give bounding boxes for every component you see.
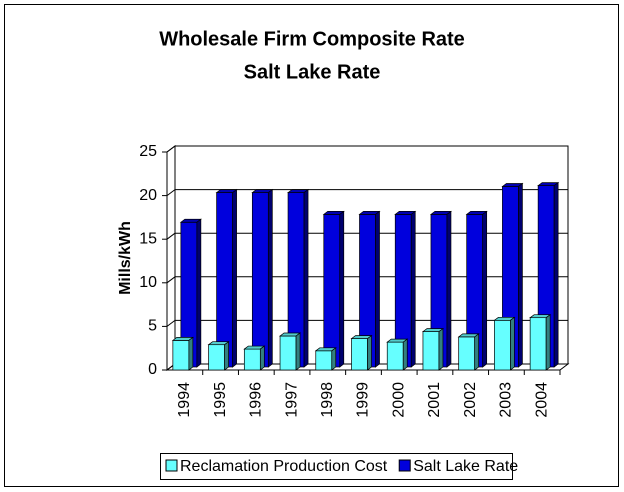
- x-tick-label: 1996: [248, 382, 265, 418]
- bar-side: [188, 336, 194, 371]
- bar-side: [224, 341, 229, 371]
- y-axis-label: Mills/kWh: [117, 221, 134, 295]
- x-tick-label: 1997: [283, 382, 300, 418]
- bar: [315, 350, 333, 371]
- bar-side: [303, 188, 309, 368]
- x-tick-label: 1994: [176, 382, 193, 418]
- y-tick-label: 20: [139, 187, 157, 204]
- legend-swatch: [165, 459, 178, 472]
- bar: [172, 340, 190, 371]
- bar: [494, 319, 511, 371]
- y-tick-label: 10: [139, 274, 157, 291]
- bar: [422, 331, 440, 371]
- bar-side: [331, 347, 337, 371]
- bar-side: [267, 188, 273, 368]
- chart-subtitle: Salt Lake Rate: [244, 61, 381, 83]
- bar: [243, 348, 261, 371]
- grid-line: [166, 189, 176, 197]
- bar-side: [446, 210, 452, 368]
- grid-line: [166, 232, 176, 240]
- legend-box: [160, 453, 513, 480]
- y-tick-label: 0: [148, 361, 157, 378]
- bar-side: [482, 210, 488, 368]
- legend-label: Reclamation Production Cost: [180, 458, 388, 475]
- bar-side: [232, 188, 237, 368]
- x-tick-label: 1995: [212, 382, 229, 418]
- bar-side: [518, 182, 523, 368]
- bar-side: [196, 218, 202, 368]
- bar: [216, 192, 233, 368]
- x-tick-label: 2002: [462, 382, 479, 418]
- grid-line: [166, 276, 176, 284]
- bar-side: [510, 316, 515, 371]
- x-tick-label: 2001: [426, 382, 443, 418]
- bar: [251, 192, 269, 368]
- bar: [351, 338, 368, 371]
- x-tick-label: 2003: [498, 382, 515, 418]
- legend-label: Salt Lake Rate: [413, 458, 518, 475]
- bar-side: [553, 181, 559, 368]
- grid-line: [166, 145, 176, 153]
- bar: [386, 341, 404, 371]
- bar-side: [375, 210, 380, 368]
- x-tick-label: 1999: [355, 382, 372, 418]
- bar-side: [545, 313, 551, 371]
- bar-side: [259, 345, 265, 371]
- bar-side: [438, 327, 444, 371]
- grid-line: [166, 319, 176, 327]
- y-tick-label: 5: [148, 318, 157, 335]
- y-tick-label: 25: [139, 143, 157, 160]
- bar: [529, 317, 547, 371]
- x-tick-label: 1998: [319, 382, 336, 418]
- bar: [208, 344, 225, 371]
- bar-side: [339, 210, 345, 368]
- chart-title: Wholesale Firm Composite Rate: [159, 28, 465, 50]
- bar-side: [367, 334, 372, 371]
- side-wall: [166, 145, 176, 371]
- bar: [279, 335, 297, 371]
- bar-side: [410, 210, 416, 368]
- bar-side: [402, 338, 408, 371]
- x-tick-label: 2004: [533, 382, 550, 418]
- bar: [458, 336, 476, 371]
- bar: [323, 214, 341, 368]
- bar-side: [474, 333, 480, 371]
- x-tick-label: 2000: [390, 382, 407, 418]
- bar-side: [295, 332, 301, 371]
- y-tick-label: 15: [139, 230, 157, 247]
- legend-swatch: [398, 459, 411, 472]
